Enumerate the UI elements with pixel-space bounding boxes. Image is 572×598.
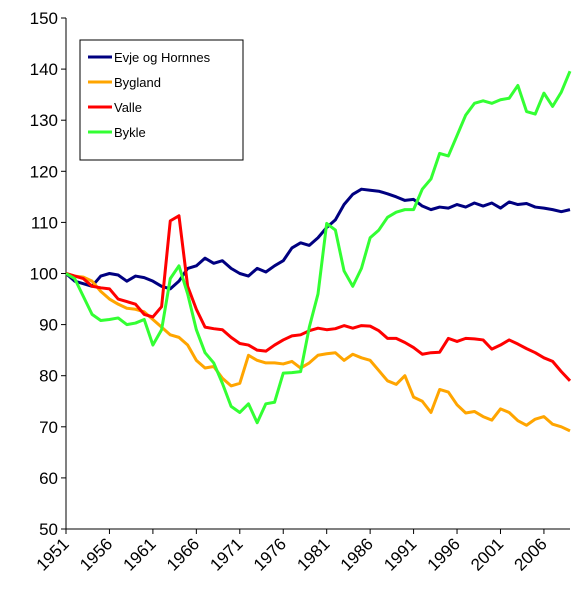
- y-tick-label: 140: [30, 60, 58, 79]
- x-tick-label: 2001: [467, 534, 507, 574]
- line-series: [65, 187, 571, 291]
- x-tick-label: 1966: [163, 534, 203, 574]
- y-tick-label: 50: [39, 520, 58, 539]
- x-tick-label: 1956: [76, 534, 116, 574]
- legend: Evje og Hornnes Bygland Valle Bykle: [79, 39, 244, 161]
- line-series: [65, 214, 572, 382]
- legend-label: Valle: [114, 100, 142, 115]
- x-tick-label: 1951: [33, 534, 73, 574]
- y-tick-label: 110: [31, 213, 58, 232]
- legend-label: Bykle: [114, 125, 146, 140]
- y-tick-label: 150: [30, 9, 58, 28]
- y-tick-label: 100: [30, 265, 58, 284]
- y-tick-label: 90: [39, 316, 58, 335]
- x-tick-label: 1991: [380, 534, 420, 574]
- legend-label: Evje og Hornnes: [114, 50, 211, 65]
- x-tick-label: 1976: [250, 534, 290, 574]
- x-tick-label: 1981: [293, 534, 333, 574]
- y-tick-label: 80: [39, 367, 58, 386]
- x-tick-label: 1996: [424, 534, 464, 574]
- x-tick-label: 1971: [206, 534, 246, 574]
- legend-label: Bygland: [114, 75, 161, 90]
- y-tick-label: 70: [39, 418, 58, 437]
- x-tick-label: 2006: [511, 534, 551, 574]
- x-tick-label: 1961: [120, 534, 160, 574]
- y-tick-label: 120: [30, 162, 58, 181]
- legend-box: [79, 39, 244, 161]
- y-tick-label: 130: [30, 111, 58, 130]
- y-tick-label: 60: [39, 469, 58, 488]
- x-tick-label: 1986: [337, 534, 377, 574]
- line-series: [65, 70, 572, 425]
